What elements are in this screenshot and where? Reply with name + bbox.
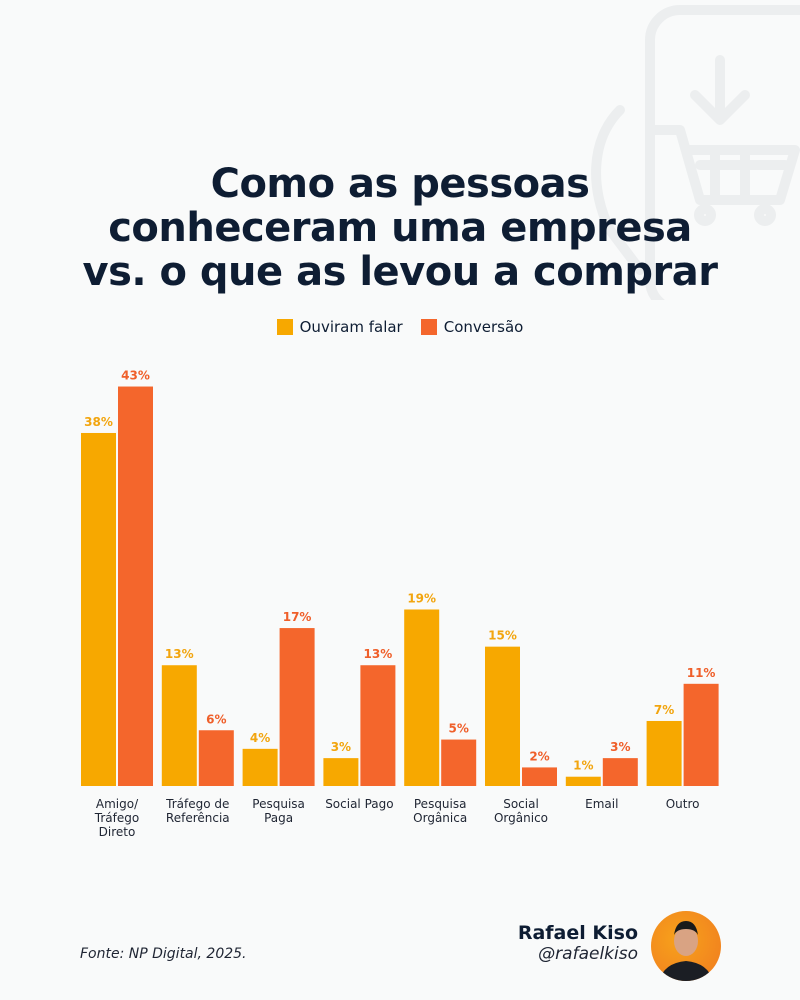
data-label: 19%: [407, 591, 436, 605]
x-tick-label: Tráfego de Referência: [153, 797, 243, 825]
legend-label: Ouviram falar: [299, 318, 403, 336]
x-tick-label-line: Outro: [665, 797, 700, 811]
x-tick-label-line: Tráfego: [94, 811, 140, 825]
bar: [360, 665, 396, 786]
data-label: 15%: [488, 629, 517, 643]
bar: [323, 758, 359, 786]
bar: [565, 776, 601, 786]
bar: [485, 646, 520, 786]
x-tick-label: Email: [557, 797, 647, 811]
x-tick-label-line: Referência: [165, 811, 230, 825]
x-tick-label-line: Amigo/: [95, 797, 139, 811]
title-line: Como as pessoas: [210, 161, 590, 207]
data-label: 3%: [331, 740, 351, 754]
data-label: 17%: [283, 610, 312, 624]
data-label: 4%: [250, 731, 270, 745]
bar: [242, 748, 278, 786]
legend-swatch: [420, 319, 437, 335]
x-tick-label-line: Paga: [264, 811, 294, 825]
bar: [118, 386, 153, 786]
title-line: conheceram uma empresa: [108, 205, 692, 251]
bar: [198, 730, 234, 786]
x-tick-label-line: Social: [503, 797, 539, 811]
x-tick-label-line: Pesquisa: [252, 797, 305, 811]
bar: [683, 683, 719, 786]
x-tick-label-line: Email: [585, 797, 619, 811]
phone-shopping-cart-icon: [591, 5, 800, 300]
bar: [522, 767, 557, 786]
data-label: 5%: [449, 722, 469, 736]
bar: [161, 665, 197, 786]
legend-item-conversao: Conversão: [420, 318, 524, 336]
x-tick-label: Outro: [638, 797, 728, 811]
x-tick-label: Social Pago: [314, 797, 404, 811]
data-label: 6%: [206, 712, 226, 726]
person-icon: [659, 921, 713, 981]
chart-title: Como as pessoas conheceram uma empresa v…: [0, 162, 800, 294]
x-tick-label-line: Orgânico: [493, 811, 549, 825]
x-tick-label: Amigo/Tráfego Direto: [72, 797, 162, 839]
x-tick-label: Pesquisa Orgânica: [395, 797, 485, 825]
x-tick-label-line: Tráfego de: [166, 797, 230, 811]
x-tick-label: Social Orgânico: [476, 797, 566, 825]
legend-item-ouviram: Ouviram falar: [276, 318, 403, 336]
bar: [646, 720, 682, 786]
x-tick-label: Pesquisa Paga: [234, 797, 324, 825]
data-label: 7%: [654, 703, 674, 717]
author-name: Rafael Kiso: [517, 922, 638, 944]
data-label: 13%: [165, 647, 194, 661]
bar: [441, 739, 477, 786]
legend-label: Conversão: [443, 318, 524, 336]
x-tick-label-line: Direto: [98, 825, 136, 839]
source-note: Fonte: NP Digital, 2025.: [80, 946, 247, 962]
data-label: 1%: [573, 759, 593, 773]
x-tick-label-line: Pesquisa: [413, 797, 467, 811]
author-handle: @rafaelkiso: [538, 944, 638, 964]
data-label: 38%: [84, 415, 113, 429]
title-line: vs. o que as levou a comprar: [82, 249, 718, 295]
data-label: 11%: [687, 666, 716, 680]
legend-swatch: [276, 319, 293, 335]
bar: [279, 628, 315, 786]
x-tick-label-line: Orgânica: [413, 811, 468, 825]
data-label: 2%: [529, 749, 549, 763]
legend: Ouviram falar Conversão: [0, 318, 800, 336]
bar: [81, 432, 116, 786]
data-label: 3%: [610, 740, 630, 754]
data-label: 43%: [121, 369, 150, 383]
bar: [404, 609, 440, 786]
data-label: 13%: [364, 647, 393, 661]
x-tick-label-line: Social Pago: [325, 797, 394, 811]
avatar: [651, 911, 721, 981]
bar: [602, 758, 638, 786]
author-block: Rafael Kiso @rafaelkiso: [518, 922, 638, 964]
